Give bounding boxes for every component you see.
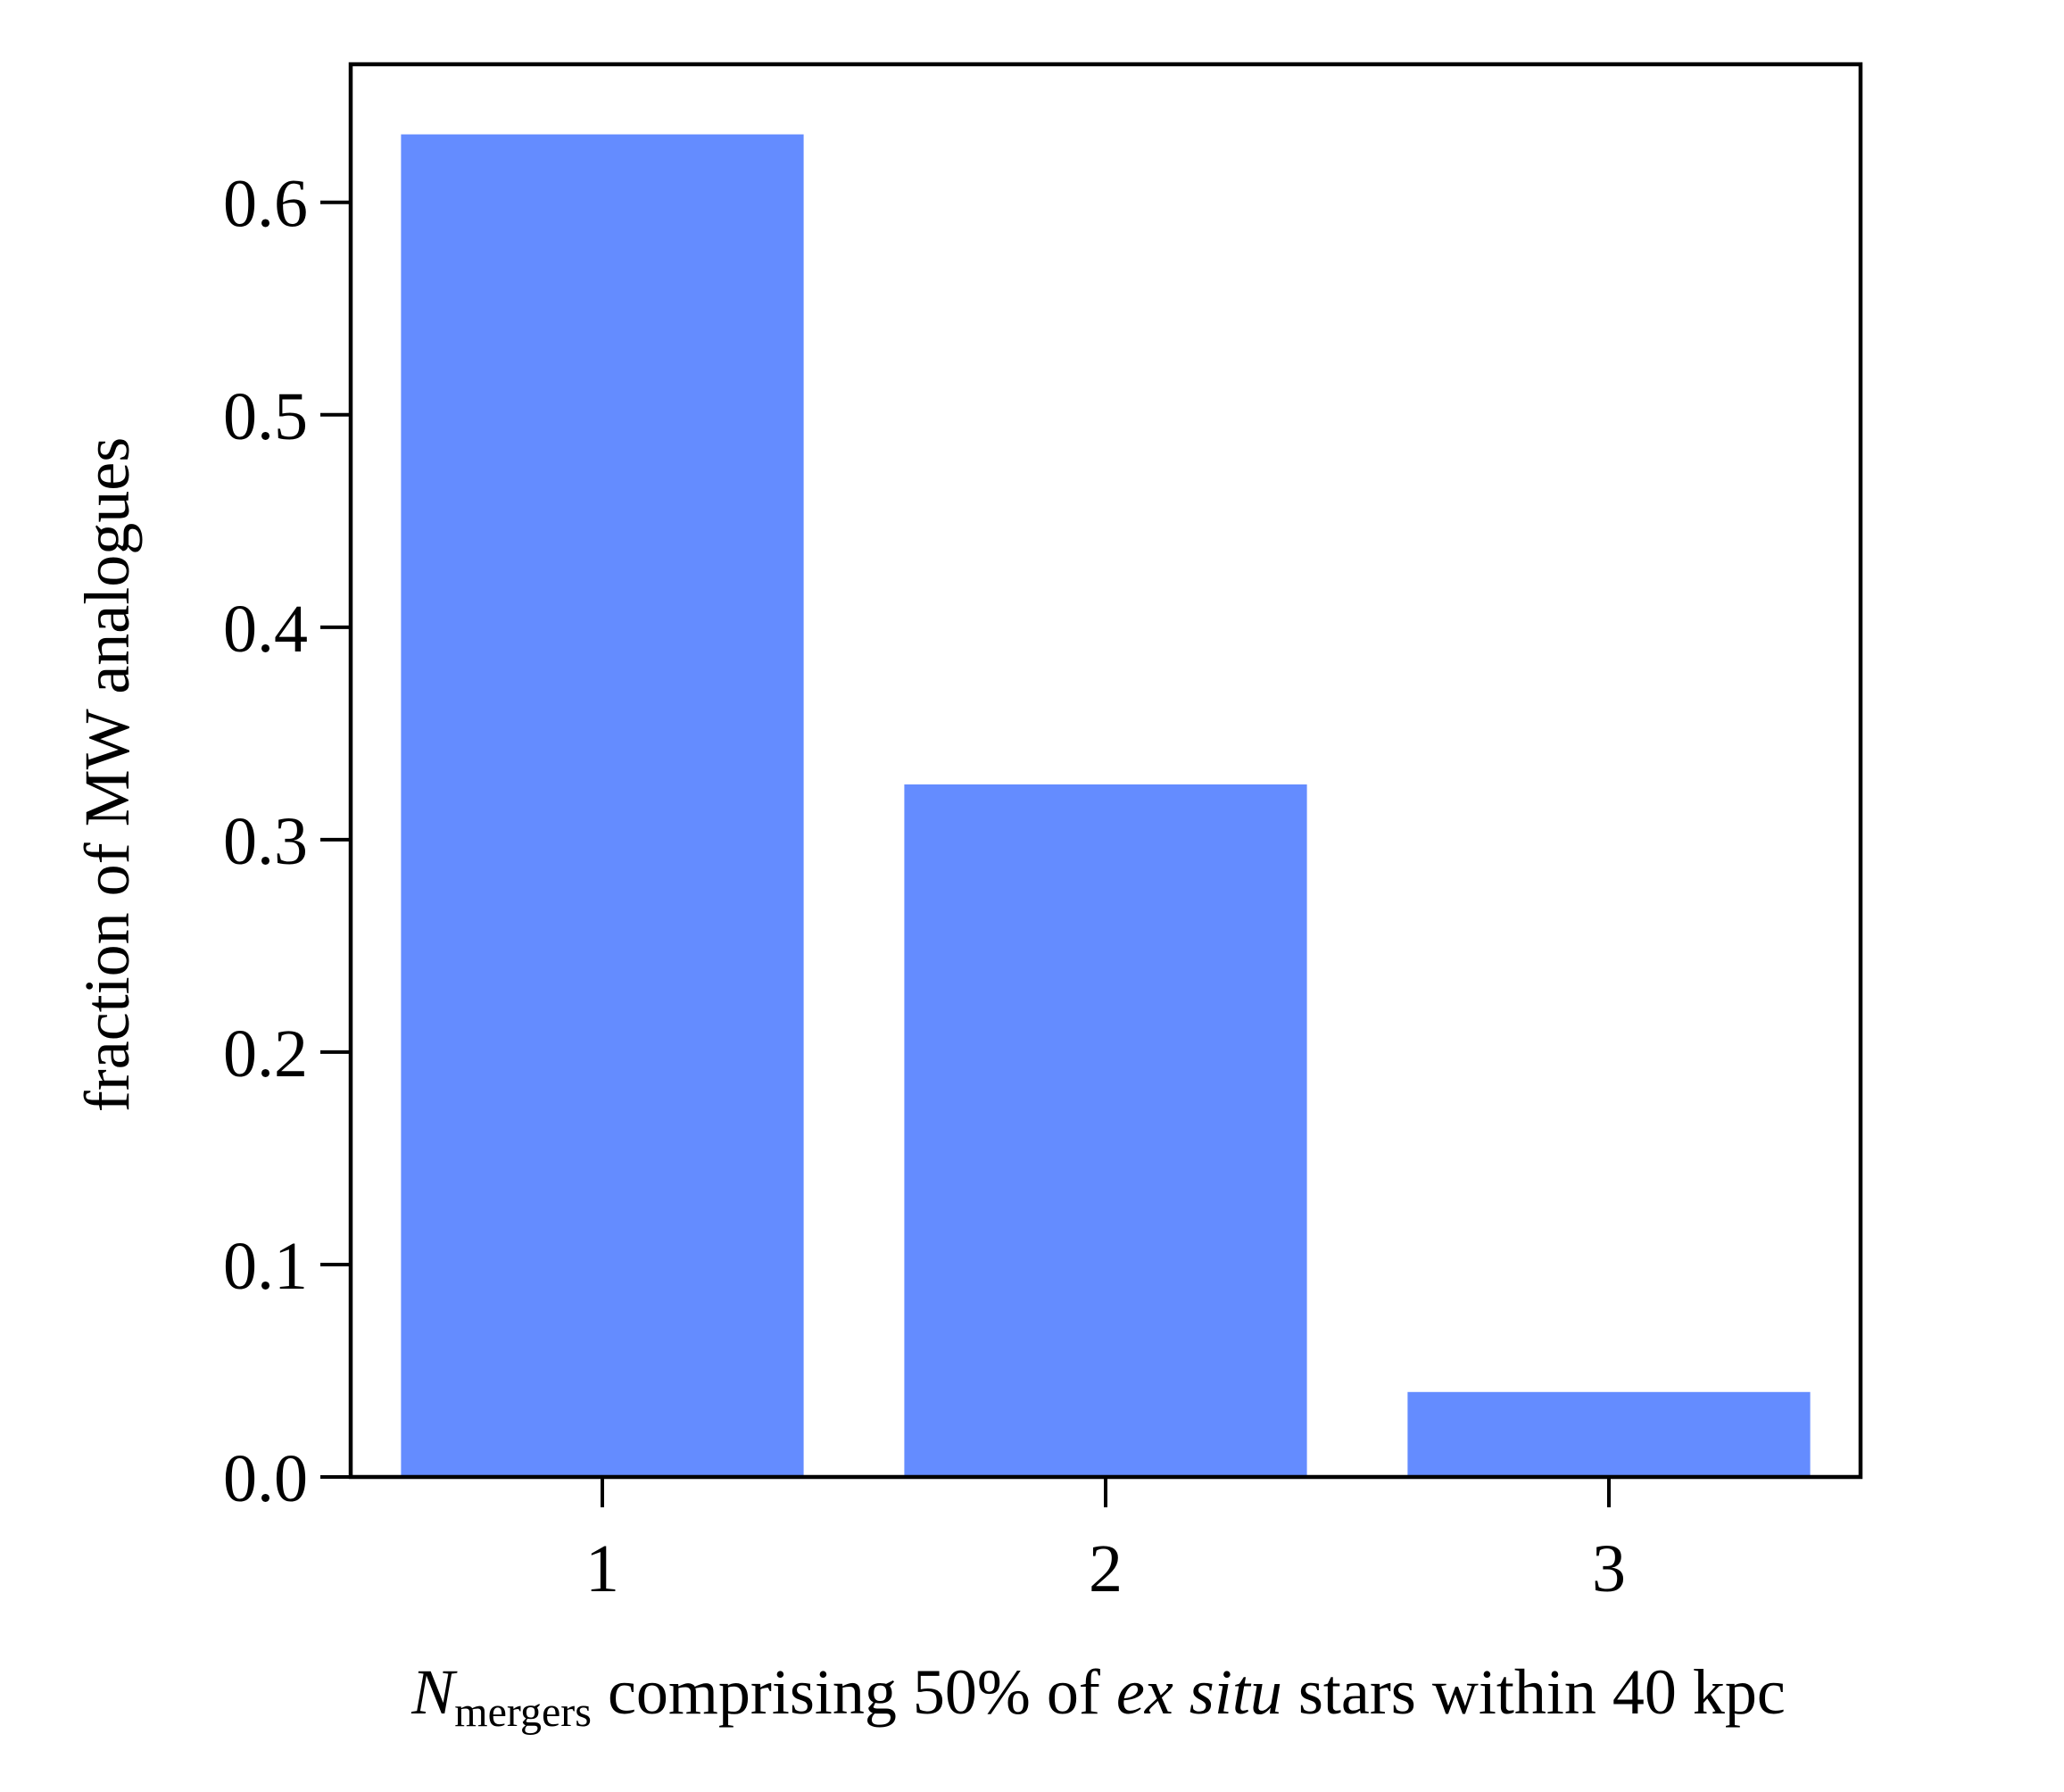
bar-group xyxy=(401,134,1811,1477)
bar-1 xyxy=(401,134,804,1477)
y-axis-ticks: 0.0 0.1 0.2 0.3 0.4 0.5 0.6 xyxy=(223,167,351,1516)
y-axis-label: fraction of MW analogues xyxy=(71,437,143,1112)
x-axis-ticks: 1 2 3 xyxy=(585,1477,1626,1606)
y-tick-label: 0.2 xyxy=(223,1016,308,1091)
x-label-text-2: stars within 40 kpc xyxy=(1282,1656,1786,1728)
bar-3 xyxy=(1407,1391,1811,1477)
x-tick-label: 1 xyxy=(585,1531,619,1606)
x-axis-label: Nmergers comprising 50% of ex situ stars… xyxy=(410,1656,1786,1736)
x-label-symbol: N xyxy=(410,1656,458,1728)
x-label-text-1: comprising 50% of xyxy=(592,1656,1116,1728)
y-tick-label: 0.1 xyxy=(223,1229,308,1304)
plot-frame xyxy=(348,62,1863,1480)
x-label-italic: ex situ xyxy=(1116,1656,1282,1728)
y-tick-label: 0.3 xyxy=(223,804,308,879)
x-label-subscript: mergers xyxy=(454,1688,592,1736)
bar-2 xyxy=(904,784,1307,1477)
y-tick-label: 0.0 xyxy=(223,1441,308,1516)
x-tick-label: 3 xyxy=(1592,1531,1626,1606)
x-tick-label: 2 xyxy=(1089,1531,1123,1606)
y-tick-label: 0.6 xyxy=(223,167,308,242)
y-tick-label: 0.4 xyxy=(223,592,308,667)
y-tick-label: 0.5 xyxy=(223,379,308,454)
